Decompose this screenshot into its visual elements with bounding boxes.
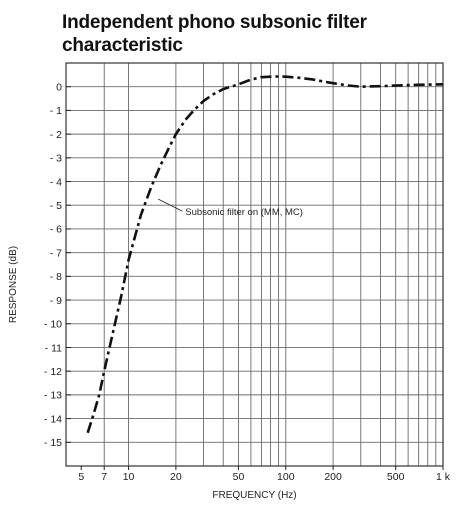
y-tick-label: - 13: [44, 390, 62, 402]
x-tick-label: 100: [277, 471, 295, 483]
plot-border: [65, 62, 444, 467]
x-tick-labels: 5 7 10 20 50 100 200 500 1 k: [78, 466, 451, 483]
chart-grid: [66, 62, 443, 467]
x-tick-label: 500: [387, 471, 405, 483]
plot-frame: [65, 62, 444, 467]
chart-title: Independent phono subsonic filter charac…: [62, 11, 452, 57]
y-tick-label: - 9: [50, 295, 62, 307]
y-tick-label: - 1: [50, 105, 62, 117]
x-tick-label: 200: [324, 471, 342, 483]
y-tick-label: - 7: [50, 247, 62, 259]
x-tick-label: 1 k: [436, 471, 451, 483]
y-tick-label: - 11: [45, 342, 62, 354]
y-tick-label: - 12: [44, 366, 62, 378]
chart-title-line-1: Independent phono subsonic filter: [62, 12, 367, 33]
x-tick-label: 50: [233, 471, 245, 483]
series-layer: [86, 75, 444, 434]
x-tick-label: 10: [123, 471, 135, 483]
y-tick-label: - 6: [50, 224, 62, 236]
y-tick-label: - 3: [50, 153, 62, 165]
y-axis-title: RESPONSE (dB): [8, 246, 19, 323]
annotation-leader-line: [158, 198, 183, 212]
y-tick-label: - 2: [50, 129, 62, 141]
y-tick-label: - 5: [50, 200, 62, 212]
series-line: [86, 75, 444, 434]
x-axis-title: FREQUENCY (Hz): [212, 490, 296, 501]
y-tick-label: - 14: [44, 413, 62, 425]
x-tick-label: 20: [170, 471, 182, 483]
annotation-label: Subsonic filter on (MM, MC): [185, 207, 303, 218]
y-tick-labels: 0 - 1 - 2 - 3 - 4 - 5 - 6 - 7 - 8 - 9 - 10 - 11 - 12…: [44, 82, 71, 449]
y-tick-label: 0: [56, 82, 62, 94]
y-tick-label: - 8: [50, 271, 62, 283]
y-tick-label: - 4: [50, 176, 62, 188]
chart-title-line-2: characteristic: [62, 35, 183, 56]
annotation-layer: Subsonic filter on (MM, MC): [158, 198, 303, 218]
x-tick-label: 5: [78, 471, 84, 483]
y-tick-label: - 15: [44, 437, 62, 449]
y-tick-label: - 10: [44, 319, 62, 331]
x-tick-label: 7: [101, 471, 107, 483]
